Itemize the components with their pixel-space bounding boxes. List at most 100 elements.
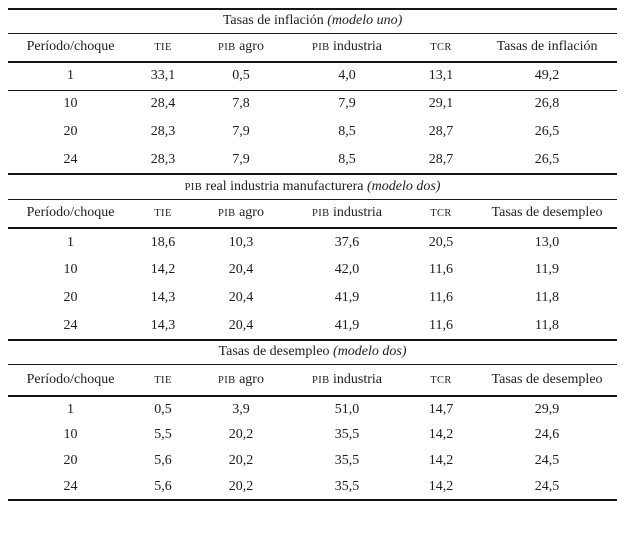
table-cell: 5,5 (154, 427, 172, 442)
col-header-pib-industria: PIB industria (289, 33, 405, 63)
col-header-pib-industria: PIB industria (289, 364, 405, 397)
col-header-tasas-desempleo: Tasas de desempleo (477, 364, 618, 397)
col-header-periodo-choque: Período/choque (8, 199, 133, 229)
table-row: 24 5,6 20,2 35,5 14,2 24,5 (8, 474, 618, 501)
table-cell: 0,5 (154, 401, 172, 417)
section-title-italic: (modelo uno) (327, 13, 403, 29)
table-row: 20 28,3 7,9 8,5 28,7 26,5 (8, 118, 617, 146)
table-cell: 20,4 (228, 290, 254, 305)
table-cell: 29,9 (534, 401, 560, 417)
table-cell: 14,2 (405, 474, 477, 501)
table-cell: 14,2 (428, 427, 454, 442)
table-cell: 14,7 (428, 401, 454, 417)
table-cell: 7,9 (338, 96, 356, 112)
col-header-tasas-inflacion: Tasas de inflación (477, 33, 618, 63)
section-tasas-inflacion: Tasas de inflación (modelo uno) Período/… (8, 9, 618, 175)
table-header-row: Período/choque TIE PIB agro PIB industri… (8, 364, 618, 397)
table-cell: 20,2 (228, 453, 254, 468)
section-title-text: real industria manufacturera (202, 178, 367, 194)
section-title-text: Tasas de inflación (222, 13, 328, 29)
col-header-tie: TIE (133, 199, 193, 229)
table-cell: 14,3 (150, 290, 176, 305)
table-row: 24 14,3 20,4 41,9 11,6 11,8 (8, 312, 618, 341)
table-header-row: Período/choque TIE PIB agro PIB industri… (8, 199, 618, 229)
table-cell: 8,5 (289, 146, 405, 175)
table-cell: 20,4 (228, 262, 254, 277)
table-cell: 49,2 (477, 62, 618, 91)
table-cell: 20 (63, 124, 78, 139)
table-cell: 35,5 (334, 427, 360, 442)
table-cell: 35,5 (289, 474, 405, 501)
table-cell: 24,6 (534, 427, 560, 442)
table-cell: 7,8 (232, 96, 250, 112)
table-cell: 1 (67, 401, 74, 417)
table-cell: 24 (8, 312, 133, 341)
table-cell: 11,9 (535, 262, 560, 277)
table-cell: 41,9 (289, 312, 405, 341)
section-title-italic: (modelo dos) (333, 344, 407, 360)
table-cell: 7,9 (193, 146, 289, 175)
table-header-row: Período/choque TIE PIB agro PIB industri… (8, 33, 618, 63)
table-cell: 10 (63, 262, 78, 277)
table-row: 1 18,6 10,3 37,6 20,5 13,0 (8, 228, 617, 256)
col-header-tcr: TCR (405, 199, 477, 229)
col-header-tcr: TCR (405, 33, 477, 63)
table-cell: 29,1 (428, 96, 454, 112)
col-header-periodo-choque: Período/choque (8, 33, 133, 63)
table-cell: 7,9 (232, 124, 250, 139)
table-cell: 20 (63, 453, 78, 468)
table-cell: 4,0 (289, 62, 405, 91)
table-cell: 11,8 (535, 290, 560, 305)
table-row: 10 5,5 20,2 35,5 14,2 24,6 (8, 422, 617, 448)
table-cell: 20 (63, 290, 78, 305)
table-cell: 24 (8, 474, 133, 501)
col-header-tie: TIE (133, 364, 193, 397)
table-cell: 28,4 (150, 96, 176, 112)
col-header-tie: TIE (133, 33, 193, 63)
table-cell: 14,2 (150, 262, 176, 277)
table-cell: 28,7 (405, 146, 477, 175)
col-header-periodo-choque: Período/choque (8, 364, 133, 397)
table-row: 24 28,3 7,9 8,5 28,7 26,5 (8, 146, 618, 175)
section-title: PIB real industria manufacturera (modelo… (8, 174, 618, 200)
col-header-tasas-desempleo: Tasas de desempleo (477, 199, 618, 229)
table-row: 1 0,5 3,9 51,0 14,7 29,9 (8, 396, 617, 422)
table-cell: 10,3 (228, 234, 254, 250)
table-row: 10 14,2 20,4 42,0 11,6 11,9 (8, 256, 617, 284)
section-title: Tasas de desempleo (modelo dos) (8, 340, 618, 365)
table-cell: 20,5 (428, 234, 454, 250)
table-cell: 11,6 (405, 312, 477, 341)
table-cell: 10 (63, 427, 78, 442)
table-cell: 5,6 (133, 474, 193, 501)
section-title: Tasas de inflación (modelo uno) (8, 9, 618, 34)
table-cell: 1 (67, 234, 74, 250)
col-header-pib-agro: PIB agro (193, 33, 289, 63)
section-title-smallcaps: PIB (184, 181, 203, 193)
col-header-pib-industria: PIB industria (289, 199, 405, 229)
table-cell: 1 (8, 62, 133, 91)
col-header-pib-agro: PIB agro (193, 199, 289, 229)
table-cell: 24 (8, 146, 133, 175)
table-cell: 35,5 (334, 453, 360, 468)
table-cell: 42,0 (334, 262, 360, 277)
table-cell: 10 (63, 96, 78, 112)
table-cell: 14,3 (133, 312, 193, 341)
table-row: 20 5,6 20,2 35,5 14,2 24,5 (8, 448, 617, 474)
table-cell: 20,4 (193, 312, 289, 341)
table-cell: 20,2 (193, 474, 289, 501)
table-cell: 5,6 (154, 453, 172, 468)
table-cell: 8,5 (338, 124, 356, 139)
table-row: 1 33,1 0,5 4,0 13,1 49,2 (8, 62, 618, 91)
section-pib-industria-manufacturera: PIB real industria manufacturera (modelo… (8, 174, 618, 341)
section-title-text: Tasas de desempleo (218, 344, 334, 360)
section-tasas-desempleo: Tasas de desempleo (modelo dos) Período/… (8, 340, 618, 501)
table-row: 10 28,4 7,8 7,9 29,1 26,8 (8, 90, 617, 118)
table-cell: 33,1 (133, 62, 193, 91)
col-header-tcr: TCR (405, 364, 477, 397)
results-table: Tasas de inflación (modelo uno) Período/… (8, 8, 618, 501)
table-cell: 24,5 (534, 453, 560, 468)
table-cell: 28,3 (150, 124, 176, 139)
table-cell: 11,6 (429, 290, 453, 305)
table-cell: 13,1 (405, 62, 477, 91)
table-cell: 20,2 (228, 427, 254, 442)
